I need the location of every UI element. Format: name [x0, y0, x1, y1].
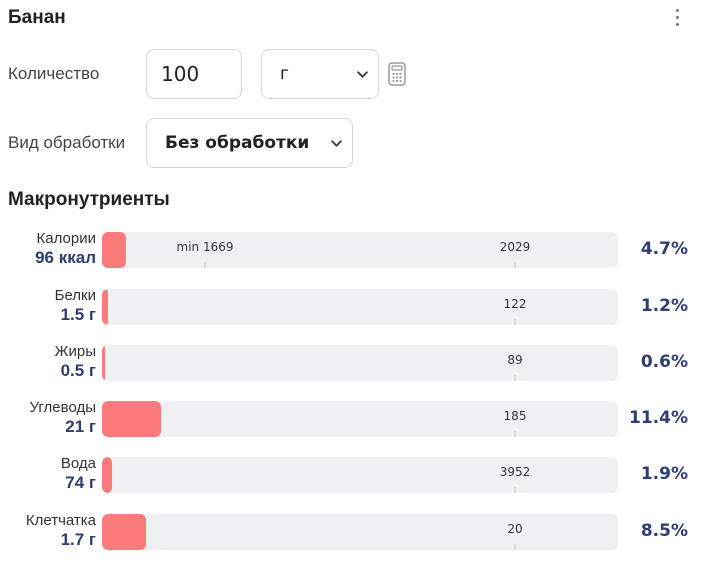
quantity-value: 100 [161, 62, 200, 86]
macro-name: Жиры [54, 343, 96, 360]
macro-row-fiber: Клетчатка 1.7 г 20 8.5% [0, 512, 710, 552]
calculator-icon[interactable] [388, 62, 406, 86]
chevron-down-icon [357, 71, 368, 78]
macro-target-tick [514, 319, 516, 325]
macro-target-tick [514, 487, 516, 493]
processing-select[interactable]: Без обработки [146, 118, 353, 168]
macro-target-label: 20 [507, 522, 523, 536]
macro-value: 96 ккал [35, 248, 96, 267]
macro-percent: 11.4% [629, 408, 688, 428]
macro-min-label: min 1669 [176, 240, 234, 254]
macro-percent: 0.6% [640, 352, 688, 372]
processing-label: Вид обработки [8, 133, 126, 152]
macro-target-tick [514, 375, 516, 381]
macro-name: Калории [36, 230, 96, 247]
macro-min-tick [204, 262, 206, 268]
macro-progress-track: 185 [102, 401, 618, 437]
quantity-label: Количество [8, 64, 100, 83]
macro-target-tick [514, 544, 516, 550]
processing-value: Без обработки [165, 133, 310, 153]
macro-target-label: 185 [503, 409, 527, 423]
macro-row-calories: Калории 96 ккал min 1669 2029 4.7% [0, 230, 710, 270]
food-title: Банан [8, 7, 66, 28]
macro-progress-track: 20 [102, 514, 618, 550]
macro-value: 1.7 г [60, 530, 96, 549]
macro-progress-track: 122 [102, 289, 618, 325]
macro-row-carbs: Углеводы 21 г 185 11.4% [0, 399, 710, 439]
macro-target-label: 2029 [499, 240, 531, 254]
macro-value: 0.5 г [60, 361, 96, 380]
macro-percent: 1.9% [640, 464, 688, 484]
macro-row-protein: Белки 1.5 г 122 1.2% [0, 287, 710, 327]
macro-value: 21 г [65, 417, 96, 436]
macro-progress-track: 3952 [102, 457, 618, 493]
more-vert-icon[interactable] [666, 5, 688, 29]
macro-percent: 4.7% [640, 239, 688, 259]
macronutrients-title: Макронутриенты [8, 189, 170, 210]
macro-value: 1.5 г [60, 305, 96, 324]
macro-target-label: 3952 [499, 465, 531, 479]
macro-row-fat: Жиры 0.5 г 89 0.6% [0, 343, 710, 383]
macro-name: Углеводы [29, 399, 96, 416]
macro-progress-track: min 1669 2029 [102, 232, 618, 268]
macro-progress-track: 89 [102, 345, 618, 381]
macro-row-water: Вода 74 г 3952 1.9% [0, 455, 710, 495]
macro-target-label: 122 [503, 297, 527, 311]
macro-percent: 1.2% [640, 296, 688, 316]
macro-progress-fill [102, 401, 161, 437]
quantity-input[interactable]: 100 [146, 49, 242, 99]
unit-value: г [280, 64, 289, 84]
macro-value: 74 г [65, 473, 96, 492]
macro-target-tick [514, 262, 516, 268]
macro-progress-fill [102, 232, 127, 268]
macro-name: Вода [60, 455, 96, 472]
macro-progress-fill [102, 457, 112, 493]
macro-target-tick [514, 431, 516, 437]
macro-progress-fill [102, 514, 146, 550]
macro-target-label: 89 [507, 353, 523, 367]
chevron-down-icon [331, 140, 342, 147]
macro-name: Клетчатка [25, 512, 96, 529]
unit-select[interactable]: г [261, 49, 379, 99]
macro-progress-fill [102, 289, 109, 325]
macro-percent: 8.5% [640, 521, 688, 541]
macro-name: Белки [54, 287, 96, 304]
macro-progress-fill [102, 345, 106, 381]
